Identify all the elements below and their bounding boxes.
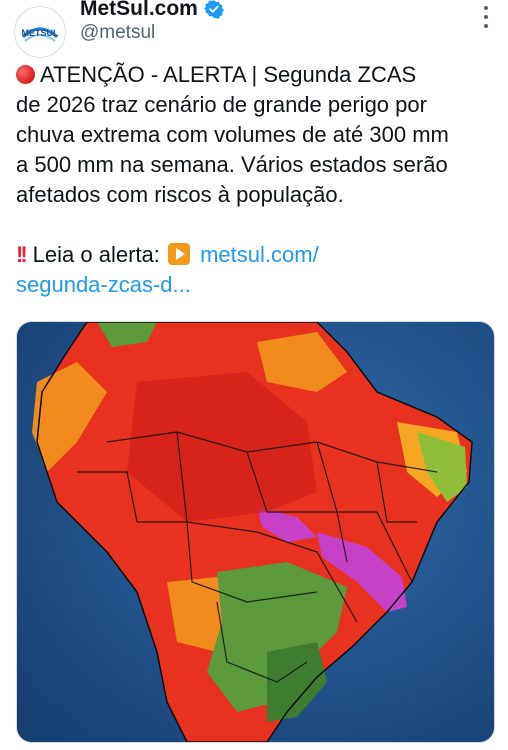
tweet-link-line-2: segunda-zcas-d... (16, 270, 500, 300)
avatar[interactable]: METSUL (14, 6, 66, 58)
tweet-line-1-text: ATENÇÃO - ALERTA | Segunda ZCAS (40, 62, 417, 87)
author-handle[interactable]: @metsul (80, 22, 156, 43)
red-circle-icon (16, 65, 35, 84)
tweet-line-2: de 2026 traz cenário de grande perigo po… (16, 92, 427, 117)
spacer (16, 210, 500, 240)
tweet-text: ATENÇÃO - ALERTA | Segunda ZCAS de 2026 … (16, 60, 500, 300)
tweet-line-5: afetados com riscos à população. (16, 182, 344, 207)
double-exclamation-icon: !! (16, 242, 28, 267)
metsul-logo-icon: METSUL (16, 8, 64, 56)
tweet-line-1: ATENÇÃO - ALERTA | Segunda ZCAS (16, 60, 500, 90)
tweet-header: METSUL MetSul.com @metsul (0, 0, 508, 58)
tweet-line-4: a 500 mm na semana. Vários estados serão (16, 152, 448, 177)
tweet-media-image[interactable] (16, 321, 495, 743)
avatar-text: METSUL (22, 28, 60, 38)
author-name-row: MetSul.com (80, 0, 224, 22)
tweet-alert-line: !! Leia o alerta: metsul.com/ (16, 240, 500, 270)
verified-badge-icon (203, 0, 224, 19)
tweet-link[interactable]: metsul.com/ (200, 242, 319, 267)
rainfall-forecast-map (17, 322, 494, 742)
display-name[interactable]: MetSul.com (80, 0, 198, 20)
tweet-link-continued[interactable]: segunda-zcas-d... (16, 272, 191, 297)
more-options-icon[interactable] (482, 6, 490, 28)
tweet-line-3: chuva extrema com volumes de até 300 mm (16, 122, 449, 147)
alert-prefix: Leia o alerta: (32, 242, 160, 267)
play-button-icon (167, 243, 190, 265)
